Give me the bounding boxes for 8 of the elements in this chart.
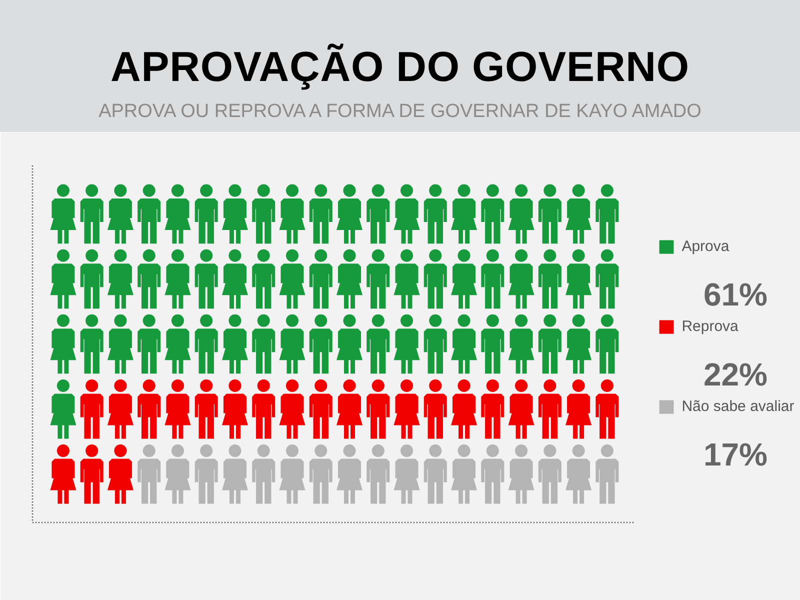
text: APROVA OU REPROVA A FORMA DE GOVERNAR DE KAYO AMADO [98,101,702,122]
data-label: 17% [703,436,768,473]
legend-label: Não sabe avaliar [682,398,794,416]
legend-label: Reprova [682,318,738,336]
legend-label: Aprova [682,238,730,256]
data-label: 22% [703,356,768,393]
text: APROVAÇÃO DO GOVERNO [110,42,690,90]
data-label: 61% [703,276,768,313]
